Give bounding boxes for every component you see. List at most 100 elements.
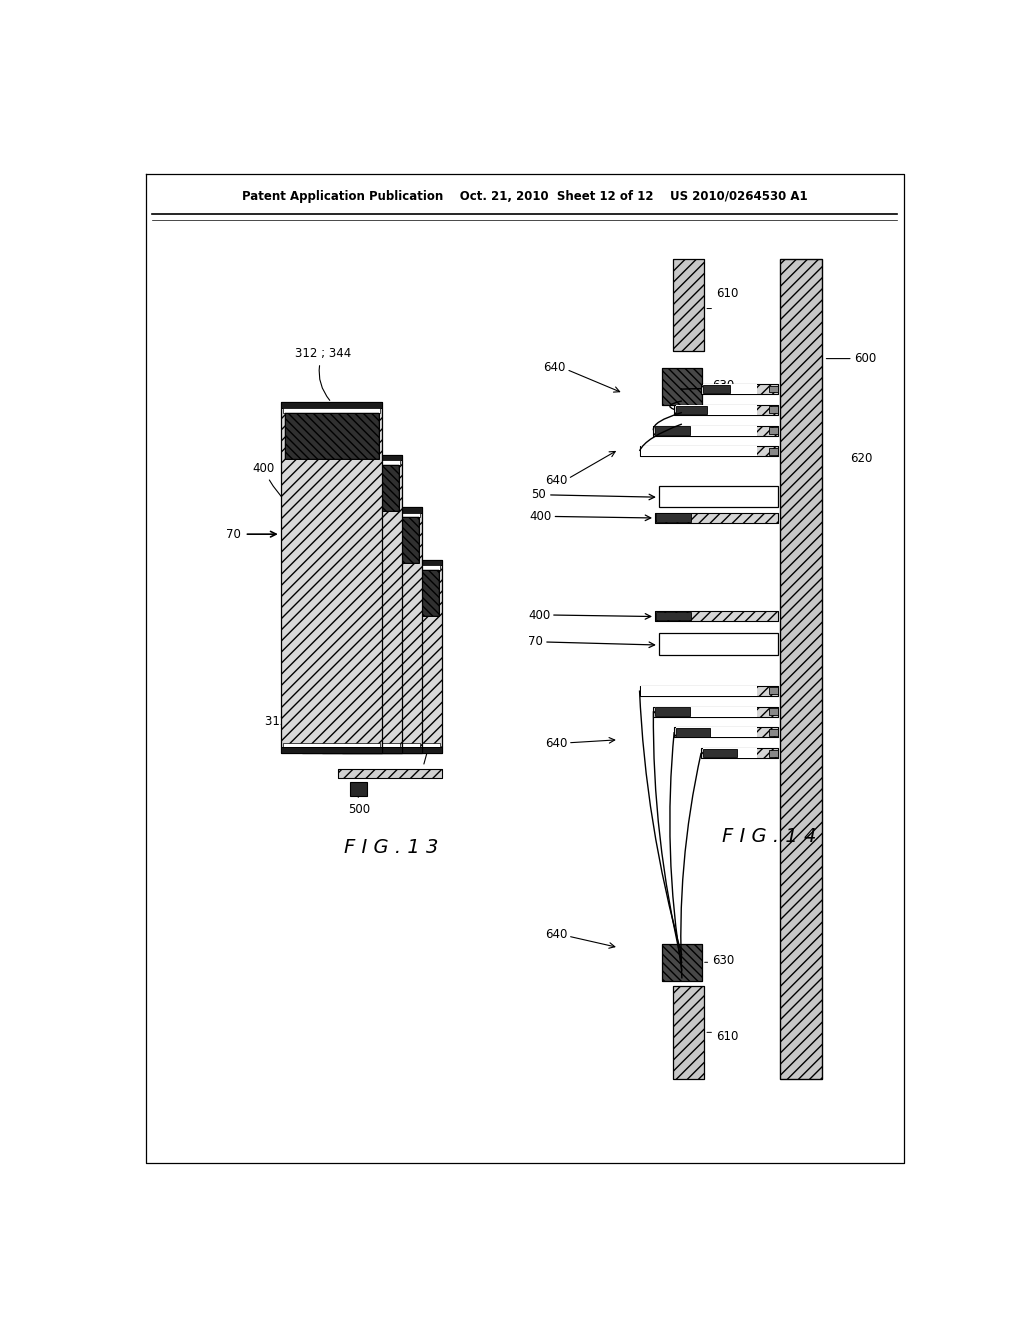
Text: 640: 640 xyxy=(545,474,567,487)
Bar xyxy=(285,412,379,459)
Bar xyxy=(779,259,822,1078)
Bar xyxy=(702,748,737,758)
Text: 500: 500 xyxy=(348,787,370,816)
Bar xyxy=(653,425,778,436)
Bar xyxy=(655,425,757,436)
Bar xyxy=(301,455,401,752)
Bar xyxy=(655,426,689,434)
Bar xyxy=(674,405,778,414)
Bar xyxy=(655,611,778,622)
Bar xyxy=(640,686,778,696)
Text: Patent Application Publication    Oct. 21, 2010  Sheet 12 of 12    US 2010/02645: Patent Application Publication Oct. 21, … xyxy=(242,190,808,203)
Bar xyxy=(282,747,382,752)
Bar xyxy=(285,412,379,459)
Text: 640: 640 xyxy=(544,362,565,375)
Bar xyxy=(653,425,778,436)
Bar xyxy=(674,259,705,351)
Bar xyxy=(701,384,778,395)
Bar xyxy=(769,407,778,413)
Bar xyxy=(325,517,419,564)
Bar xyxy=(641,446,757,457)
Bar xyxy=(323,743,420,747)
Text: 50: 50 xyxy=(531,488,547,502)
Bar xyxy=(641,686,757,696)
Bar xyxy=(640,446,778,457)
Bar xyxy=(702,384,757,395)
Bar xyxy=(662,944,701,981)
Bar xyxy=(702,384,757,395)
Bar xyxy=(676,727,757,738)
Bar xyxy=(283,408,380,412)
Bar xyxy=(282,403,382,752)
Text: 70: 70 xyxy=(226,528,241,541)
Bar xyxy=(350,781,367,796)
Bar xyxy=(322,507,422,752)
Bar xyxy=(769,688,778,694)
Bar xyxy=(655,425,757,436)
Bar xyxy=(655,512,778,523)
Bar xyxy=(658,634,778,655)
Bar xyxy=(301,747,401,752)
Text: F I G . 1 3: F I G . 1 3 xyxy=(344,838,438,857)
Bar xyxy=(656,513,691,521)
Bar xyxy=(702,748,757,758)
Bar xyxy=(339,770,442,779)
Text: F I G . 1 4: F I G . 1 4 xyxy=(723,826,817,846)
Bar xyxy=(701,384,778,395)
Text: 70: 70 xyxy=(527,635,543,648)
Bar xyxy=(653,706,778,717)
Bar xyxy=(343,743,440,747)
Bar xyxy=(301,455,401,752)
Text: 630: 630 xyxy=(712,379,734,392)
Bar xyxy=(769,750,778,756)
Bar xyxy=(641,446,757,457)
Text: 640: 640 xyxy=(545,928,567,941)
Bar xyxy=(674,986,705,1078)
Bar xyxy=(655,706,757,717)
Bar xyxy=(701,748,778,758)
Bar xyxy=(301,455,401,461)
Bar xyxy=(345,570,438,615)
Bar xyxy=(676,405,707,414)
Bar xyxy=(655,611,778,622)
Bar xyxy=(325,517,419,564)
Bar xyxy=(662,368,701,405)
Bar xyxy=(769,385,778,392)
Bar xyxy=(676,405,757,414)
Bar xyxy=(339,770,442,779)
Bar xyxy=(322,747,422,752)
Bar xyxy=(304,465,398,511)
Text: 230: 230 xyxy=(419,734,441,764)
Bar xyxy=(779,259,822,1078)
Bar xyxy=(662,368,701,405)
Bar xyxy=(702,385,730,393)
Bar xyxy=(303,743,400,747)
Text: 640: 640 xyxy=(545,737,567,750)
Bar xyxy=(655,512,778,523)
Text: 400: 400 xyxy=(529,510,552,523)
Bar xyxy=(283,743,380,747)
Bar xyxy=(342,560,441,565)
Text: 312 ; 344: 312 ; 344 xyxy=(295,347,351,400)
Text: 630: 630 xyxy=(712,954,734,968)
Bar xyxy=(342,560,441,752)
Bar xyxy=(701,748,778,758)
Bar xyxy=(769,428,778,434)
Bar xyxy=(303,461,400,465)
Bar xyxy=(769,729,778,737)
Bar xyxy=(674,259,705,351)
Bar xyxy=(282,403,382,408)
Text: 610: 610 xyxy=(716,286,738,300)
Bar xyxy=(676,729,711,737)
Bar xyxy=(769,709,778,715)
Bar xyxy=(323,512,420,517)
Bar xyxy=(662,944,701,981)
Text: 610: 610 xyxy=(716,1030,738,1043)
Text: 400: 400 xyxy=(528,609,550,622)
Bar xyxy=(322,507,422,512)
Bar xyxy=(674,986,705,1078)
Bar xyxy=(640,446,778,457)
Bar xyxy=(674,727,778,738)
Bar xyxy=(342,560,441,752)
Bar xyxy=(322,507,422,752)
